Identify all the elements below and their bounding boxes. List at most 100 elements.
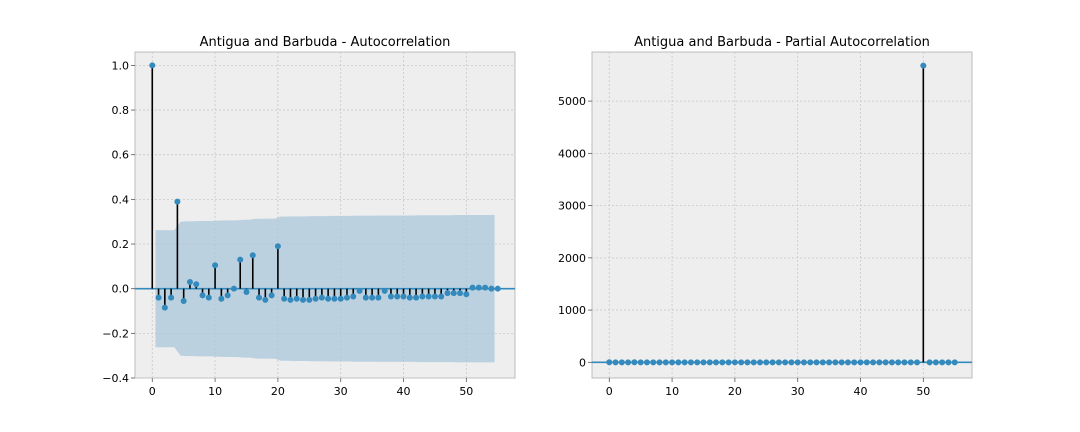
stem-marker [425, 293, 432, 300]
stem-marker [838, 359, 845, 366]
x-tick-label: 10 [208, 385, 222, 398]
x-tick-label: 30 [334, 385, 348, 398]
stem-marker [362, 294, 369, 301]
y-tick-label: −0.2 [102, 327, 129, 340]
y-tick-label: 5000 [558, 95, 586, 108]
stem-marker [262, 296, 269, 303]
stem-marker [700, 359, 707, 366]
x-tick-label: 0 [606, 385, 613, 398]
stem-marker [882, 359, 889, 366]
stem-marker [155, 294, 162, 301]
stem-marker [224, 292, 231, 299]
stem-marker [857, 359, 864, 366]
stem-marker [800, 359, 807, 366]
stem-marker [350, 293, 357, 300]
stem-marker [482, 284, 489, 291]
stem-marker [782, 359, 789, 366]
chart-title: Antigua and Barbuda - Autocorrelation [200, 35, 451, 50]
y-tick-label: 0.2 [112, 238, 130, 251]
stem-marker [394, 293, 401, 300]
x-tick-label: 50 [459, 385, 473, 398]
stem-marker [901, 359, 908, 366]
stem-marker [907, 359, 914, 366]
stem-marker [463, 291, 470, 298]
stem-marker [826, 359, 833, 366]
x-tick-label: 40 [397, 385, 411, 398]
stem-marker [888, 359, 895, 366]
stem-marker [813, 359, 820, 366]
stem-marker [356, 287, 363, 294]
y-tick-label: 2000 [558, 252, 586, 265]
stem-marker [656, 359, 663, 366]
stem-marker [920, 62, 927, 69]
stem-marker [256, 294, 263, 301]
x-tick-label: 20 [271, 385, 285, 398]
stem-marker [387, 293, 394, 300]
stem-marker [637, 359, 644, 366]
y-tick-label: 0.4 [112, 193, 130, 206]
x-tick-label: 20 [728, 385, 742, 398]
y-tick-label: 0.6 [112, 149, 130, 162]
stem-marker [268, 292, 275, 299]
partial-autocorrelation-chart: 0 10 20 30 40 50 0 1000 2000 3000 4000 5000 Antigua … [558, 35, 973, 398]
x-tick-label: 10 [665, 385, 679, 398]
stem-marker [738, 359, 745, 366]
stem-marker [681, 359, 688, 366]
stem-marker [694, 359, 701, 366]
stem-marker [895, 359, 902, 366]
stem-marker [293, 295, 300, 302]
stem-marker [631, 359, 638, 366]
stem-marker [939, 359, 946, 366]
plot-area [591, 51, 973, 379]
stem-marker [325, 295, 332, 302]
stem-marker [914, 359, 921, 366]
x-tick-label: 30 [791, 385, 805, 398]
x-tick-label: 0 [149, 385, 156, 398]
stem-marker [794, 359, 801, 366]
stem-marker [832, 359, 839, 366]
stem-marker [819, 359, 826, 366]
stem-marker [612, 359, 619, 366]
autocorrelation-chart: 0 10 20 30 40 50 −0.4 −0.2 0.0 0.2 0.4 0.6 0.8 1.0 Ant… [102, 35, 516, 398]
stem-marker [769, 359, 776, 366]
stem-marker [662, 359, 669, 366]
stem-marker [174, 198, 181, 205]
stem-marker [870, 359, 877, 366]
stem-marker [287, 296, 294, 303]
stem-marker [725, 359, 732, 366]
y-tick-label: 4000 [558, 147, 586, 160]
stem-marker [274, 243, 281, 250]
stem-marker [312, 295, 319, 302]
stem-marker [926, 359, 933, 366]
stem-marker [706, 359, 713, 366]
stem-marker [775, 359, 782, 366]
stem-marker [300, 296, 307, 303]
stem-marker [230, 285, 237, 292]
stem-marker [406, 294, 413, 301]
x-tick-label: 50 [916, 385, 930, 398]
stem-marker [876, 359, 883, 366]
y-tick-label: −0.4 [102, 372, 129, 385]
stem-marker [193, 281, 200, 288]
stem-marker [675, 359, 682, 366]
stem-marker [618, 359, 625, 366]
stem-marker [431, 293, 438, 300]
stem-marker [218, 295, 225, 302]
stem-marker [457, 290, 464, 297]
y-tick-label: 3000 [558, 200, 586, 213]
stem-marker [149, 62, 156, 69]
stem-marker [932, 359, 939, 366]
stem-marker [687, 359, 694, 366]
stem-marker [625, 359, 632, 366]
stem-marker [337, 295, 344, 302]
stem-marker [212, 262, 219, 269]
stem-marker [669, 359, 676, 366]
stem-marker [306, 296, 313, 303]
stem-marker [807, 359, 814, 366]
y-tick-label: 0.8 [112, 104, 130, 117]
stem-marker [851, 359, 858, 366]
stem-marker [863, 359, 870, 366]
stem-marker [168, 294, 175, 301]
stem-marker [951, 359, 958, 366]
